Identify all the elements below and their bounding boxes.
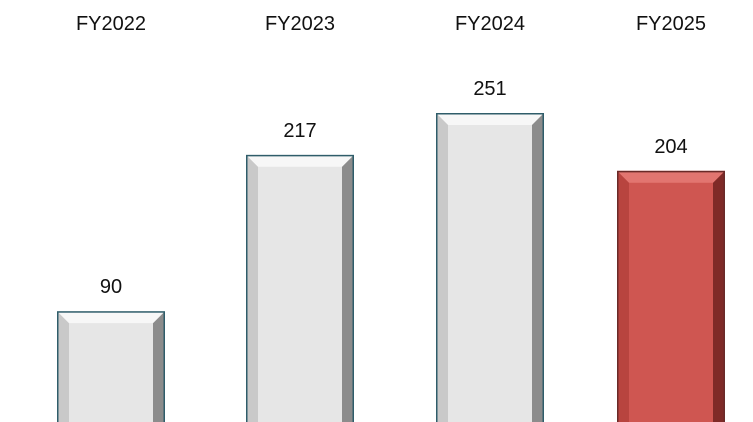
bar-bevel-left [617,170,629,422]
category-label-fy2024: FY2024 [455,13,525,35]
bar-fy2023 [246,154,354,422]
bar-fy2024 [436,113,544,422]
bar-bevel-right [153,311,165,422]
bar-bevel-right [342,154,354,422]
bar-bevel-right [532,113,544,422]
bar-outline [436,113,544,422]
bar-outline [617,170,725,422]
bar-face [258,166,342,422]
bar-bevel-left [436,113,448,422]
bar-bevel-top [436,113,544,125]
value-label-fy2024: 251 [473,78,506,100]
value-label-fy2025: 204 [654,136,687,158]
bar-bevel-top [617,170,725,183]
bar-bevel-top [57,311,165,324]
bar-outline [57,311,165,422]
bar-face [69,323,153,422]
category-label-fy2022: FY2022 [76,13,146,35]
value-label-fy2022: 90 [100,276,122,298]
category-label-fy2025: FY2025 [636,13,706,35]
bar-bevel-left [57,311,69,422]
bar-fy2025 [617,170,725,422]
bar-face [629,182,713,422]
bar-bevel-right [713,170,725,422]
bar-bevel-top [246,154,354,167]
value-label-fy2023: 217 [283,120,316,142]
bar-outline [246,154,354,422]
bar-face [448,125,532,422]
bar-fy2022 [57,311,165,422]
category-label-fy2023: FY2023 [265,13,335,35]
bar-bevel-left [246,154,258,422]
